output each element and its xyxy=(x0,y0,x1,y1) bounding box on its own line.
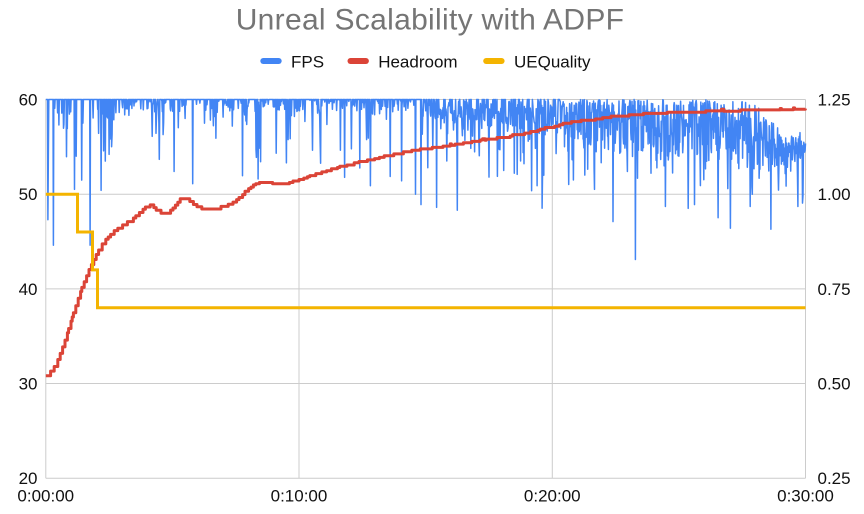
svg-text:50: 50 xyxy=(19,185,38,204)
svg-text:30: 30 xyxy=(19,375,38,394)
svg-text:FPS: FPS xyxy=(291,53,324,72)
svg-text:1.25: 1.25 xyxy=(818,91,851,110)
svg-text:0.25: 0.25 xyxy=(818,469,851,488)
svg-text:0.50: 0.50 xyxy=(818,375,851,394)
svg-text:60: 60 xyxy=(19,91,38,110)
svg-text:40: 40 xyxy=(19,280,38,299)
svg-text:0:10:00: 0:10:00 xyxy=(271,487,328,506)
svg-text:0:00:00: 0:00:00 xyxy=(17,487,74,506)
svg-text:UEQuality: UEQuality xyxy=(514,53,591,72)
svg-text:20: 20 xyxy=(19,469,38,488)
svg-text:1.00: 1.00 xyxy=(818,185,851,204)
svg-text:Unreal Scalability with ADPF: Unreal Scalability with ADPF xyxy=(236,4,625,37)
svg-text:0:30:00: 0:30:00 xyxy=(777,487,834,506)
svg-text:0.75: 0.75 xyxy=(818,280,851,299)
svg-text:Headroom: Headroom xyxy=(378,53,457,72)
svg-text:0:20:00: 0:20:00 xyxy=(524,487,581,506)
